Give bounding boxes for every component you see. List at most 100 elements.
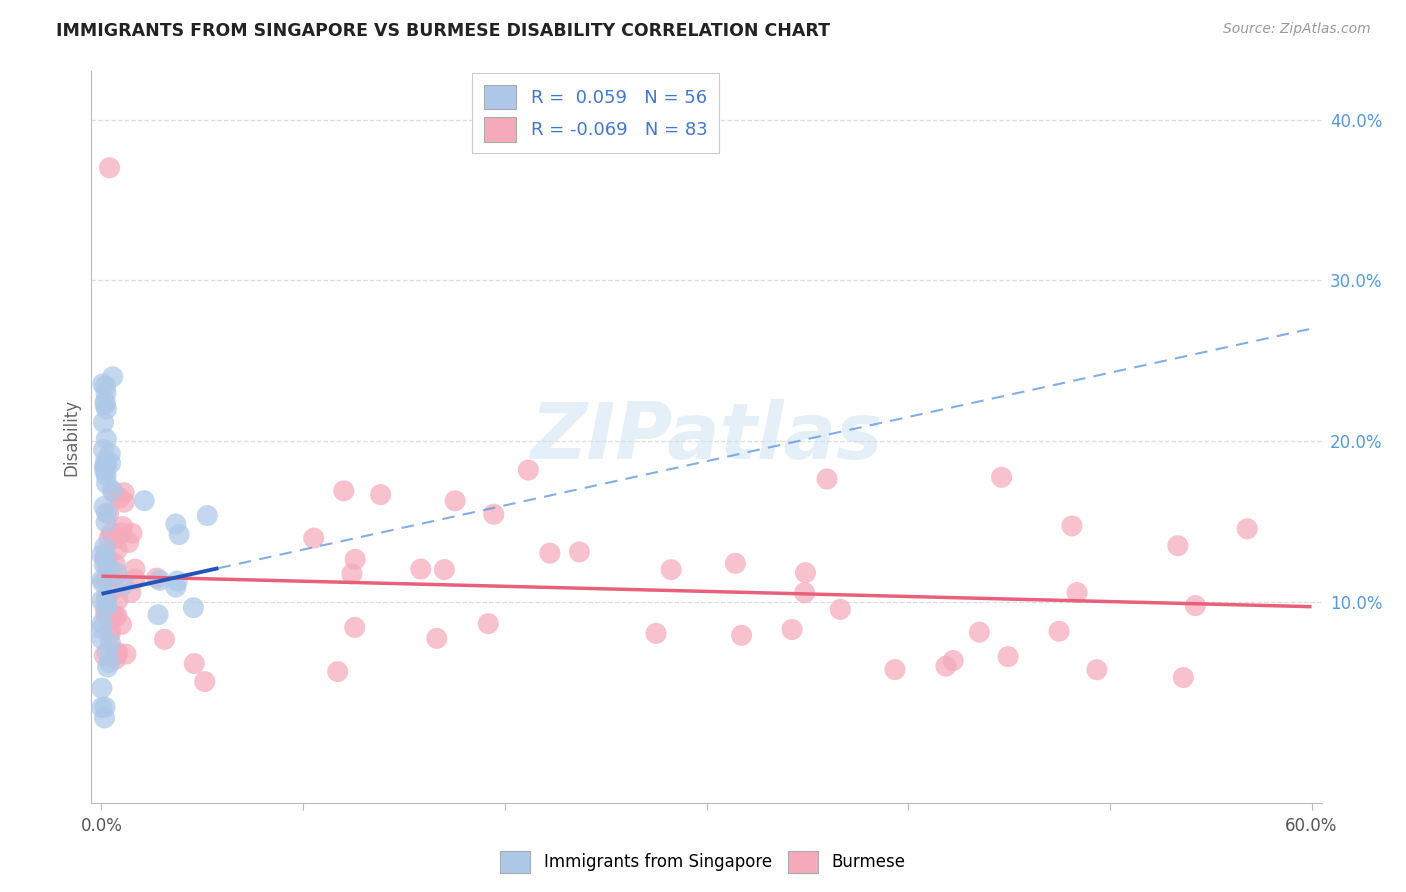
Point [100, 525, 122, 540]
Point [149, 574, 172, 588]
Point [97, 551, 120, 566]
Point [332, 483, 354, 498]
Point [568, 545, 591, 559]
Point [107, 646, 129, 660]
Point [426, 632, 449, 646]
Point [145, 571, 167, 585]
Point [94, 458, 117, 472]
Point [100, 636, 122, 650]
Text: IMMIGRANTS FROM SINGAPORE VS BURMESE DISABILITY CORRELATION CHART: IMMIGRANTS FROM SINGAPORE VS BURMESE DIS… [56, 22, 830, 40]
Point [112, 485, 135, 500]
Point [112, 495, 135, 509]
Point [98, 656, 121, 670]
Point [101, 483, 124, 498]
Point [94, 386, 117, 401]
Point [100, 456, 122, 470]
Point [183, 657, 205, 671]
Point [96, 608, 118, 623]
Point [830, 602, 852, 616]
Point [100, 623, 122, 637]
Point [94, 549, 117, 564]
Point [100, 607, 122, 622]
Point [444, 493, 467, 508]
Point [1060, 519, 1083, 533]
Point [104, 652, 127, 666]
Point [96, 506, 118, 520]
Point [134, 493, 156, 508]
Point [1085, 663, 1108, 677]
Point [167, 527, 190, 541]
Point [794, 566, 817, 580]
Point [884, 663, 907, 677]
Point [96, 432, 118, 446]
Point [93, 711, 115, 725]
Point [433, 563, 456, 577]
Point [409, 562, 432, 576]
Point [91, 575, 114, 590]
Point [730, 628, 752, 642]
Point [98, 627, 121, 641]
Point [340, 566, 363, 581]
Point [105, 566, 128, 580]
Point [91, 376, 114, 391]
Point [93, 540, 115, 554]
Point [94, 398, 117, 412]
Point [195, 508, 218, 523]
Point [97, 569, 120, 583]
Point [93, 460, 115, 475]
Point [96, 599, 118, 613]
Point [96, 645, 118, 659]
Point [1236, 522, 1258, 536]
Point [517, 463, 540, 477]
Point [166, 574, 188, 588]
Point [302, 531, 325, 545]
Point [153, 632, 176, 647]
Point [104, 609, 127, 624]
Point [1066, 585, 1088, 599]
Point [1167, 539, 1189, 553]
Point [935, 659, 957, 673]
Point [93, 648, 115, 663]
Point [90, 700, 112, 714]
Point [112, 578, 135, 592]
Point [105, 647, 128, 661]
Point [344, 552, 367, 566]
Point [91, 573, 114, 587]
Point [104, 532, 127, 546]
Point [105, 609, 128, 624]
Point [194, 674, 217, 689]
Point [94, 516, 117, 530]
Point [969, 625, 991, 640]
Point [118, 535, 141, 549]
Point [1184, 599, 1206, 613]
Point [115, 647, 138, 661]
Point [108, 491, 131, 505]
Point [96, 476, 118, 491]
Point [111, 519, 134, 533]
Point [94, 607, 117, 622]
Point [101, 369, 124, 384]
Point [96, 401, 118, 416]
Point [183, 600, 205, 615]
Point [1047, 624, 1070, 639]
Point [93, 416, 115, 430]
Point [997, 649, 1019, 664]
Point [477, 616, 499, 631]
Text: ZIPatlas: ZIPatlas [530, 399, 883, 475]
Point [124, 572, 146, 586]
Point [98, 447, 121, 461]
Point [121, 526, 143, 541]
Point [815, 472, 838, 486]
Point [90, 593, 112, 607]
Point [93, 442, 115, 457]
Point [146, 607, 169, 622]
Legend: R =  0.059   N = 56, R = -0.069   N = 83: R = 0.059 N = 56, R = -0.069 N = 83 [472, 73, 720, 153]
Point [343, 620, 366, 634]
Point [370, 487, 392, 501]
Point [93, 558, 115, 572]
Point [165, 517, 187, 532]
Point [97, 660, 120, 674]
Point [94, 379, 117, 393]
Point [96, 592, 118, 607]
Point [94, 453, 117, 467]
